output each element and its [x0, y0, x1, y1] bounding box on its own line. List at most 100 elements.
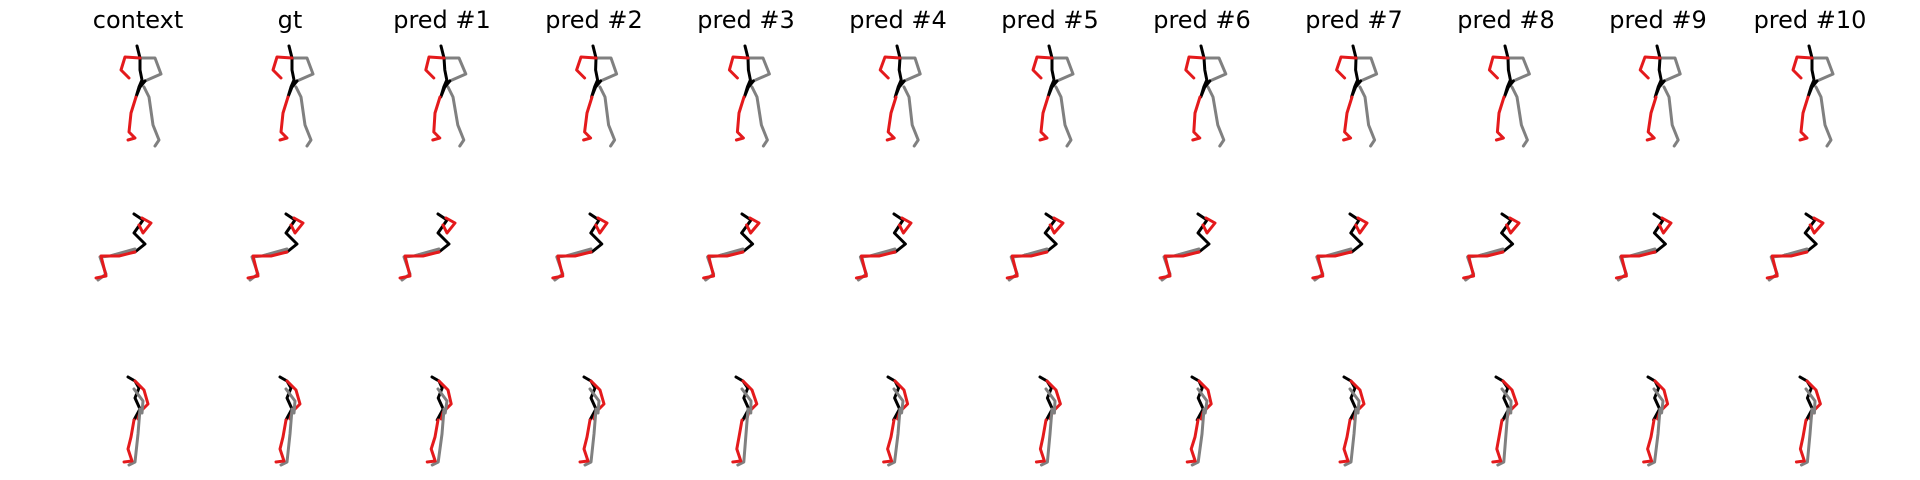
skeleton-figure [731, 375, 759, 467]
skeleton-torso-bone [1632, 212, 1667, 257]
skeleton-left-limb-bone [1657, 216, 1673, 235]
skeleton-left-limb-bone [1638, 55, 1662, 80]
skeleton-torso-bone [1480, 212, 1515, 257]
skeleton-figure [1184, 44, 1228, 148]
skeleton-left-limb-bone [278, 95, 290, 142]
skeleton-right-limb-bone [127, 407, 142, 467]
skeleton-left-limb-bone [702, 250, 745, 280]
skeleton-left-limb-bone [441, 216, 457, 235]
skeleton-left-limb-bone [424, 55, 446, 80]
skeleton-right-limb-bone [1500, 387, 1513, 415]
column-title-pred-8: pred #8 [1457, 6, 1555, 34]
skeleton-left-limb-bone [1791, 55, 1814, 80]
skeleton-torso-bone [590, 44, 603, 99]
skeleton-column-12 [1765, 44, 1835, 467]
skeleton-column-6 [854, 44, 922, 467]
skeleton-right-limb-bone [1054, 85, 1073, 148]
skeleton-left-limb-bone [1614, 250, 1657, 280]
skeleton-column-3 [398, 44, 468, 467]
skeleton-right-limb-bone [279, 407, 294, 467]
skeleton-right-limb-bone [1348, 387, 1361, 415]
column-title-pred-10: pred #10 [1753, 6, 1867, 34]
skeleton-left-limb-bone [897, 216, 913, 235]
skeleton-left-limb-bone [1494, 95, 1506, 142]
skeleton-right-limb-bone [588, 387, 601, 415]
skeleton-right-limb-bone [1804, 387, 1817, 415]
skeleton-right-limb-bone [1196, 387, 1209, 415]
skeleton-torso-bone [1806, 44, 1819, 99]
skeleton-figure [1794, 375, 1822, 467]
skeleton-left-limb-bone [1191, 95, 1202, 142]
skeleton-figure [1642, 375, 1670, 467]
skeleton-left-limb-bone [1201, 216, 1217, 235]
skeleton-left-limb-bone [94, 250, 137, 280]
skeleton-left-limb-bone [1354, 216, 1369, 235]
skeleton-figure [882, 375, 910, 467]
skeleton-left-limb-bone [578, 418, 592, 464]
skeleton-left-limb-bone [1808, 216, 1825, 235]
column-title-pred-3: pred #3 [697, 6, 795, 34]
skeleton-left-limb-bone [119, 55, 142, 80]
skeleton-right-limb-bone [1044, 387, 1057, 415]
skeleton-figure [119, 44, 163, 148]
skeleton-right-limb-bone [598, 85, 617, 148]
skeleton-left-limb-bone [551, 250, 593, 280]
skeleton-figure [727, 44, 771, 148]
skeleton-right-limb-bone [1052, 56, 1075, 83]
skeleton-figure [1765, 212, 1825, 282]
column-title-pred-5: pred #5 [1001, 6, 1099, 34]
skeleton-right-limb-bone [1190, 407, 1206, 467]
skeleton-left-limb-bone [1338, 418, 1352, 464]
skeleton-right-limb-bone [596, 56, 619, 83]
skeleton-left-limb-bone [1184, 55, 1206, 80]
column-title-pred-4: pred #4 [849, 6, 947, 34]
skeleton-torso-bone [1199, 44, 1212, 99]
skeleton-right-limb-bone [436, 387, 449, 415]
skeleton-column-10 [1462, 44, 1531, 467]
skeleton-left-limb-bone [878, 55, 902, 80]
skeleton-left-limb-bone [594, 216, 609, 235]
skeleton-torso-bone [416, 212, 451, 257]
skeleton-left-limb-bone [1311, 250, 1353, 280]
skeleton-right-limb-bone [294, 85, 313, 148]
skeleton-torso-bone [1350, 44, 1363, 99]
skeleton-figure [578, 375, 606, 467]
skeleton-left-limb-bone [1038, 95, 1050, 142]
skeleton-column-2 [246, 44, 315, 467]
skeleton-left-limb-bone [727, 55, 750, 80]
skeleton-right-limb-bone [1496, 407, 1510, 467]
skeleton-torso-bone [872, 212, 907, 257]
skeleton-left-limb-bone [1031, 55, 1054, 80]
column-title-context: context [92, 6, 184, 34]
skeleton-left-limb-bone [1765, 250, 1809, 280]
skeleton-column-1 [94, 44, 163, 467]
skeleton-left-limb-bone [882, 418, 896, 464]
skeleton-left-limb-bone [1645, 95, 1658, 142]
skeleton-right-limb-bone [444, 56, 468, 83]
skeleton-left-limb-bone [274, 418, 288, 464]
column-title-pred-6: pred #6 [1153, 6, 1251, 34]
skeleton-right-limb-bone [430, 407, 446, 467]
skeleton-figure [94, 212, 153, 282]
skeleton-torso-bone [134, 44, 147, 99]
skeleton-left-limb-bone [1034, 418, 1048, 464]
column-title-pred-1: pred #1 [393, 6, 491, 34]
skeleton-figure [1487, 44, 1531, 148]
skeleton-left-limb-bone [1048, 216, 1065, 235]
skeleton-left-limb-bone [137, 216, 153, 235]
skeleton-column-8 [1158, 44, 1228, 467]
skeleton-left-limb-bone [431, 95, 442, 142]
skeleton-left-limb-bone [731, 418, 744, 464]
skeleton-left-limb-bone [122, 418, 136, 464]
column-title-pred-2: pred #2 [545, 6, 643, 34]
skeleton-column-4 [551, 44, 619, 467]
skeleton-left-limb-bone [1005, 250, 1049, 280]
skeleton-left-limb-bone [745, 216, 761, 235]
skeleton-figure [702, 212, 761, 282]
skeleton-figure [1185, 375, 1213, 467]
skeleton-left-limb-bone [1462, 250, 1505, 280]
skeleton-right-limb-bone [1204, 56, 1228, 83]
skeleton-figure [1005, 212, 1065, 282]
